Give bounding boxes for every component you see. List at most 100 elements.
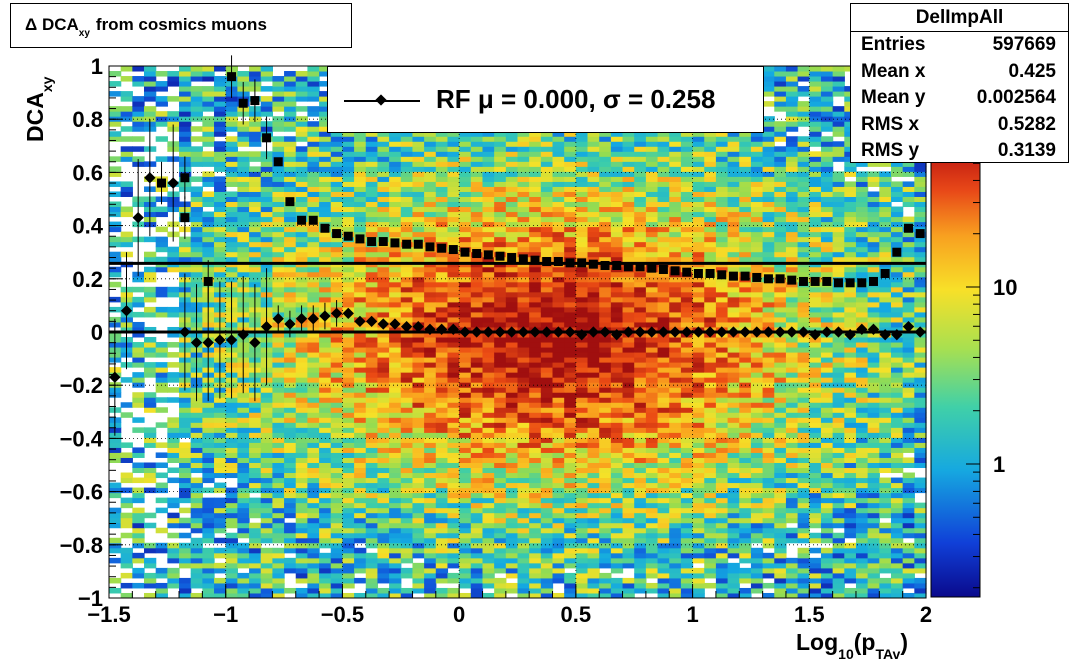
heat-cell: [225, 226, 238, 233]
heat-cell: [505, 492, 519, 499]
heat-cell: [389, 357, 402, 363]
heat-cell: [645, 191, 659, 197]
heat-cell: [692, 472, 705, 479]
heat-cell: [365, 472, 379, 479]
heat-cell: [155, 487, 168, 494]
heat-cell: [447, 196, 460, 203]
heat-cell: [284, 457, 297, 463]
heat-cell: [330, 497, 344, 504]
heat-cell: [260, 166, 273, 172]
heat-cell: [272, 522, 285, 529]
heat-cell: [494, 357, 507, 363]
heat-cell: [412, 547, 425, 554]
heat-cell: [552, 537, 565, 544]
heat-cell: [540, 547, 554, 554]
heat-cell: [634, 161, 647, 167]
heat-cell: [202, 201, 215, 208]
heat-cell: [365, 156, 379, 162]
heat-cell: [470, 176, 484, 182]
heat-cell: [669, 402, 682, 408]
heat-cell: [249, 482, 262, 489]
heat-cell: [249, 532, 262, 539]
heat-cell: [400, 156, 414, 162]
heat-cell: [214, 547, 227, 554]
heat-cell: [260, 452, 273, 458]
heat-cell: [225, 582, 238, 589]
heat-cell: [610, 362, 624, 368]
heat-cell: [120, 91, 133, 97]
heat-cell: [190, 86, 203, 92]
heat-cell: [529, 502, 542, 509]
heat-cell: [587, 427, 600, 433]
heat-cell: [272, 377, 285, 383]
heat-cell: [307, 432, 320, 438]
heat-cell: [120, 452, 133, 458]
heat-cell: [669, 156, 682, 162]
heat-cell: [295, 507, 309, 514]
heat-cell: [610, 397, 624, 403]
heat-cell: [179, 582, 192, 589]
heat-cell: [447, 467, 460, 474]
heat-cell: [272, 527, 285, 534]
heat-cell: [540, 201, 554, 208]
heat-cell: [155, 96, 168, 102]
heat-cell: [225, 567, 238, 574]
heat-cell: [622, 136, 635, 142]
heat-cell: [365, 512, 379, 519]
heat-cell: [237, 241, 250, 248]
heat-cell: [470, 457, 484, 463]
heat-cell: [202, 101, 215, 107]
heat-cell: [354, 377, 367, 383]
heat-cell: [669, 352, 682, 358]
heat-cell: [249, 427, 262, 433]
heat-cell: [494, 231, 507, 238]
heat-cell: [202, 211, 215, 218]
heat-cell: [377, 487, 390, 494]
heat-cell: [319, 537, 332, 544]
heat-cell: [400, 387, 414, 393]
heat-cell: [564, 176, 577, 182]
heat-cell: [692, 437, 705, 443]
heat-cell: [365, 447, 379, 453]
heat-cell: [505, 397, 519, 403]
heat-cell: [365, 417, 379, 423]
heat-cell: [365, 507, 379, 514]
heat-cell: [202, 191, 215, 197]
heat-cell: [552, 422, 565, 428]
heat-cell: [435, 281, 449, 288]
heat-cell: [575, 306, 589, 313]
heat-cell: [459, 567, 472, 574]
heat-cell: [494, 206, 507, 213]
heat-cell: [517, 457, 530, 463]
heat-cell: [447, 146, 460, 152]
heat-cell: [529, 582, 542, 589]
heat-cell: [389, 171, 402, 177]
heat-cell: [564, 171, 577, 177]
heat-cell: [564, 482, 577, 489]
heat-cell: [692, 306, 705, 313]
heat-cell: [610, 216, 624, 223]
heat-cell: [424, 437, 437, 443]
heat-cell: [260, 186, 273, 192]
heat-cell: [505, 512, 519, 519]
heat-cell: [505, 216, 519, 223]
heat-cell: [389, 176, 402, 182]
heat-cell: [447, 507, 460, 514]
heat-cell: [470, 286, 484, 293]
heat-cell: [260, 236, 273, 243]
heat-cell: [109, 437, 122, 443]
heat-cell: [342, 176, 355, 182]
heat-cell: [389, 427, 402, 433]
heat-cell: [540, 487, 554, 494]
heat-cell: [505, 387, 519, 393]
heat-cell: [517, 552, 530, 559]
heat-cell: [202, 507, 215, 514]
heat-cell: [692, 552, 705, 559]
heat-cell: [482, 417, 495, 423]
heat-cell: [657, 241, 670, 248]
heat-cell: [295, 241, 309, 248]
heat-cell: [669, 397, 682, 403]
heat-cell: [424, 402, 437, 408]
heat-cell: [657, 301, 670, 308]
heat-cell: [307, 191, 320, 197]
